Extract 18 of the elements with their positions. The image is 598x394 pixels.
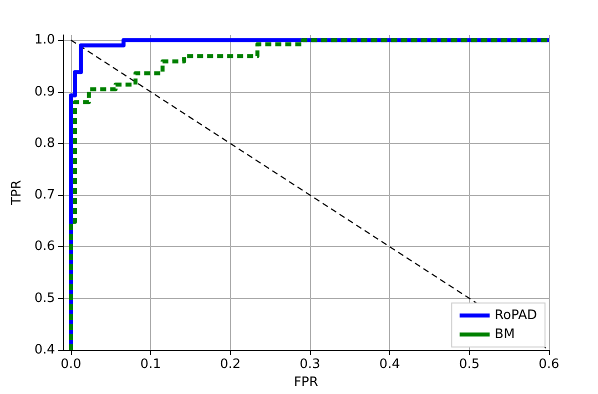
x-tick-label: 0.6 xyxy=(538,357,560,372)
y-axis-title: TPR xyxy=(9,180,24,206)
x-tick-label: 0.1 xyxy=(140,357,161,372)
x-tick-label: 0.5 xyxy=(458,357,480,372)
y-tick-label: 0.6 xyxy=(34,239,55,254)
x-tick-label: 0.3 xyxy=(300,357,320,372)
x-axis-title: FPR xyxy=(294,375,318,390)
y-tick-label: 0.4 xyxy=(34,342,55,358)
y-tick-label: 1.0 xyxy=(34,32,55,48)
y-tick-label: 0.7 xyxy=(34,188,55,203)
y-tick-label: 0.9 xyxy=(34,84,55,100)
y-tick-label: 0.8 xyxy=(34,136,55,151)
x-tick-label: 0.2 xyxy=(220,357,241,372)
x-tick-label: 0.0 xyxy=(60,357,82,372)
legend-label: BM xyxy=(494,327,515,342)
legend-label: RoPAD xyxy=(494,308,538,323)
x-tick-label: 0.4 xyxy=(379,357,400,372)
y-tick-label: 0.5 xyxy=(34,290,55,306)
